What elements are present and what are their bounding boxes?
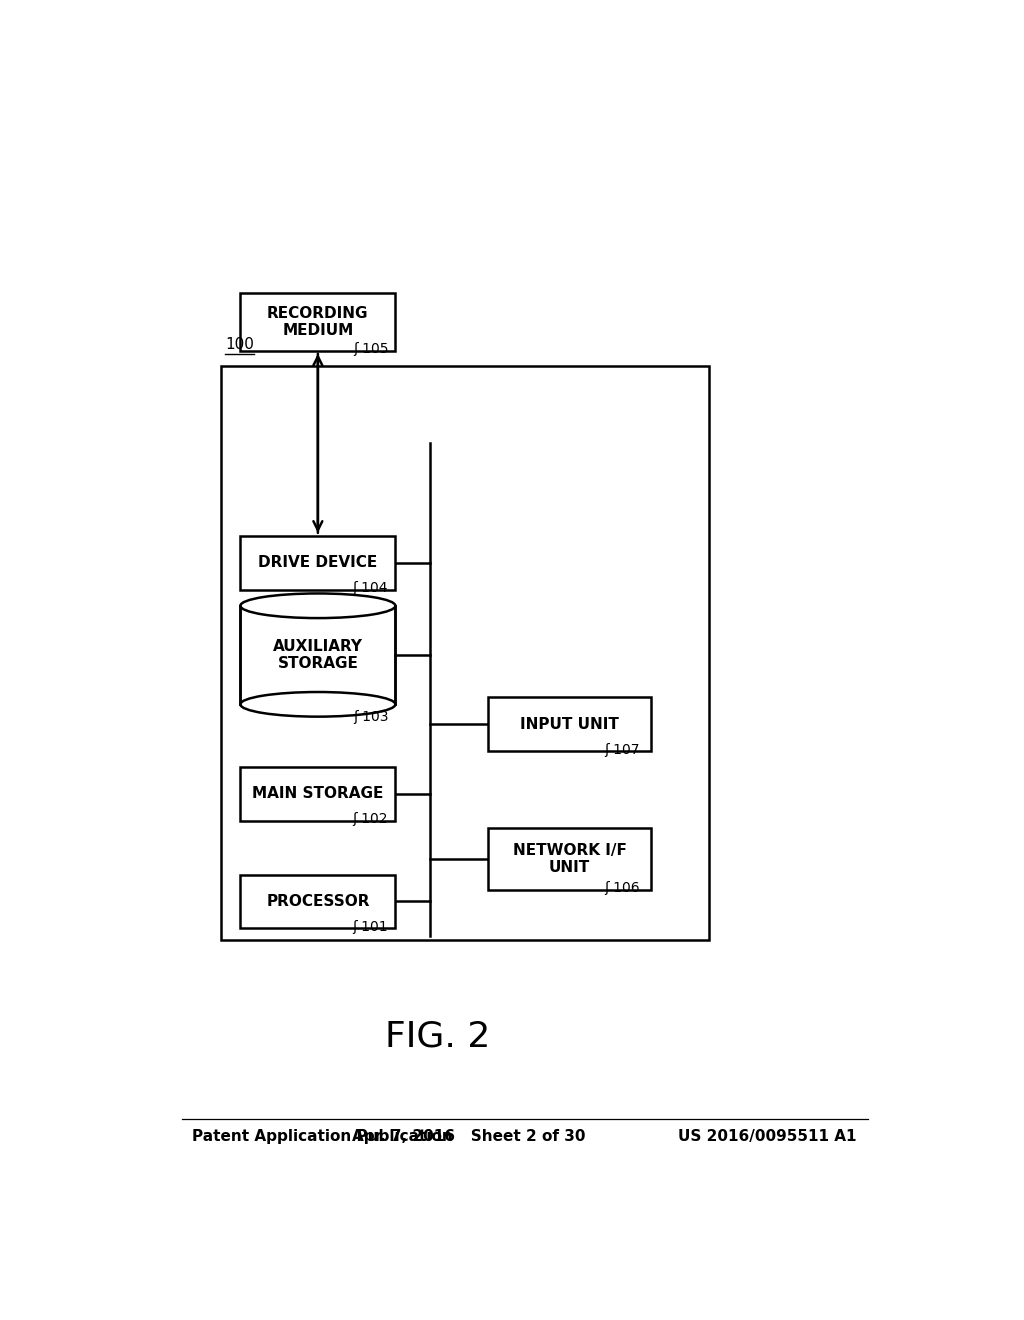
Text: INPUT UNIT: INPUT UNIT: [520, 717, 620, 731]
Bar: [488, 697, 651, 751]
Text: PROCESSOR: PROCESSOR: [266, 894, 370, 909]
Text: AUXILIARY
STORAGE: AUXILIARY STORAGE: [272, 639, 362, 672]
Bar: [241, 293, 395, 351]
Text: MAIN STORAGE: MAIN STORAGE: [252, 787, 384, 801]
Ellipse shape: [241, 692, 395, 717]
Text: ʃ 102: ʃ 102: [352, 812, 388, 826]
Text: US 2016/0095511 A1: US 2016/0095511 A1: [678, 1129, 856, 1144]
Text: FIG. 2: FIG. 2: [385, 1019, 490, 1053]
Text: 100: 100: [225, 338, 254, 352]
Text: ʃ 104: ʃ 104: [352, 581, 388, 595]
Text: ʃ 107: ʃ 107: [604, 743, 640, 756]
Bar: [488, 829, 651, 890]
Bar: [241, 767, 395, 821]
Text: Patent Application Publication: Patent Application Publication: [191, 1129, 453, 1144]
Text: ʃ 105: ʃ 105: [353, 342, 389, 356]
Text: ʃ 101: ʃ 101: [352, 920, 388, 933]
Text: ʃ 106: ʃ 106: [604, 882, 640, 895]
Text: RECORDING
MEDIUM: RECORDING MEDIUM: [267, 306, 369, 338]
Text: NETWORK I/F
UNIT: NETWORK I/F UNIT: [513, 843, 627, 875]
Text: DRIVE DEVICE: DRIVE DEVICE: [258, 556, 378, 570]
Bar: [241, 536, 395, 590]
Bar: [241, 606, 395, 705]
Bar: [221, 367, 710, 940]
Bar: [241, 874, 395, 928]
Ellipse shape: [241, 594, 395, 618]
Text: ʃ 103: ʃ 103: [353, 710, 389, 725]
Text: Apr. 7, 2016   Sheet 2 of 30: Apr. 7, 2016 Sheet 2 of 30: [352, 1129, 586, 1144]
